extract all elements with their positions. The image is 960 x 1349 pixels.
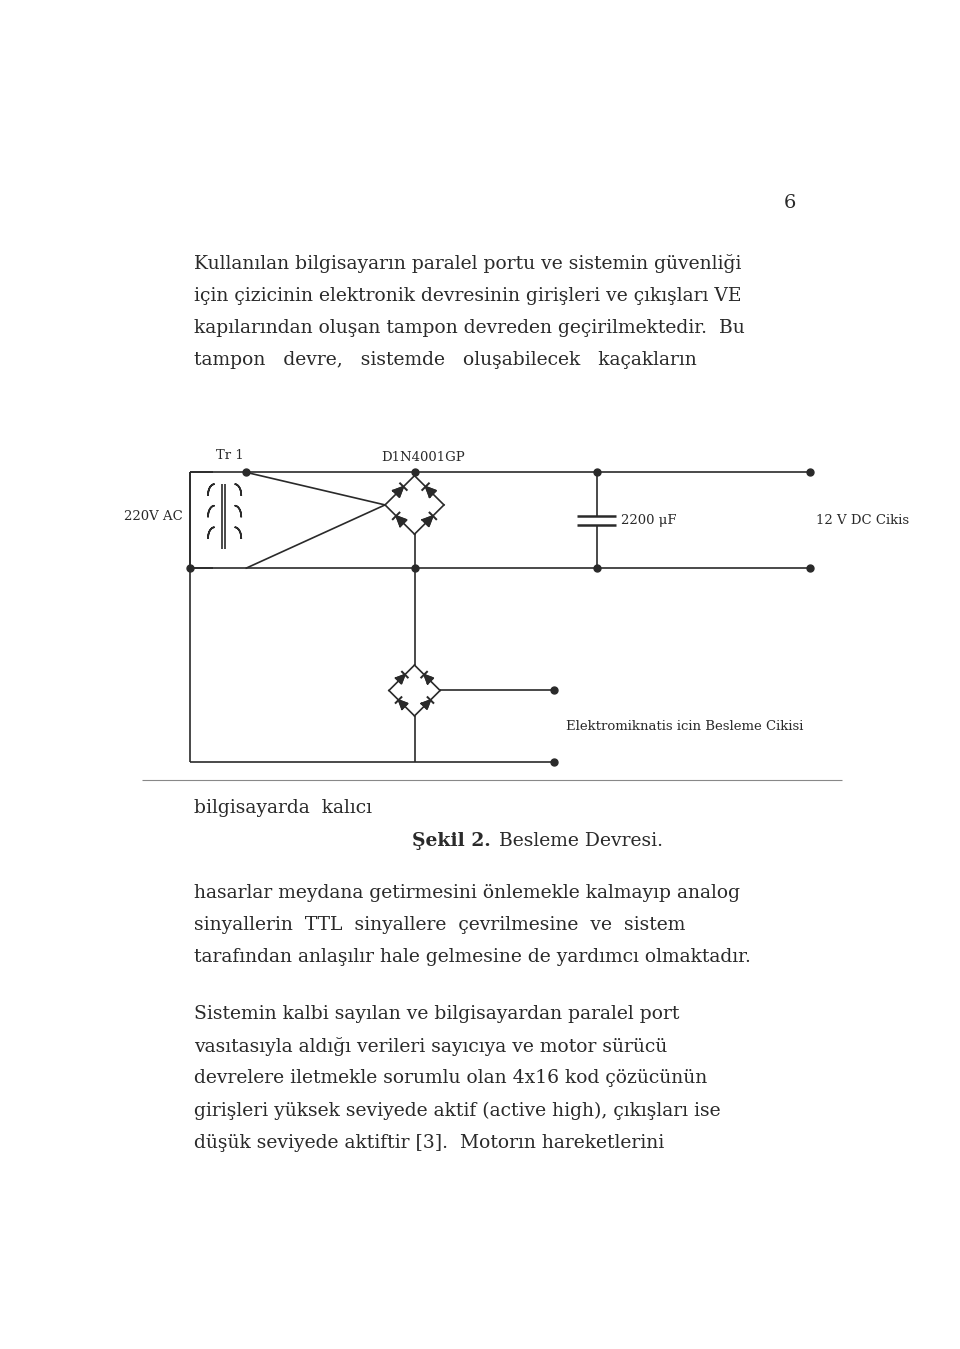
Text: devrelere iletmekle sorumlu olan 4x16 kod çözücünün: devrelere iletmekle sorumlu olan 4x16 ko…: [194, 1070, 707, 1087]
Text: girişleri yüksek seviyede aktif (active high), çıkışları ise: girişleri yüksek seviyede aktif (active …: [194, 1102, 720, 1120]
Text: 6: 6: [784, 194, 797, 212]
Text: 12 V DC Cikis: 12 V DC Cikis: [816, 514, 909, 527]
Text: Elektromiknatis icin Besleme Cikisi: Elektromiknatis icin Besleme Cikisi: [565, 720, 803, 733]
Polygon shape: [396, 674, 405, 684]
Polygon shape: [422, 515, 433, 526]
Text: düşük seviyede aktiftir [3].  Motorın hareketlerini: düşük seviyede aktiftir [3]. Motorın har…: [194, 1135, 664, 1152]
Polygon shape: [421, 700, 430, 710]
Text: kapılarından oluşan tampon devreden geçirilmektedir.  Bu: kapılarından oluşan tampon devreden geçi…: [194, 318, 744, 337]
Text: için çizicinin elektronik devresinin girişleri ve çıkışları VE: için çizicinin elektronik devresinin gir…: [194, 286, 741, 305]
Text: sinyallerin  TTL  sinyallere  çevrilmesine  ve  sistem: sinyallerin TTL sinyallere çevrilmesine …: [194, 916, 685, 934]
Text: tarafından anlaşılır hale gelmesine de yardımcı olmaktadır.: tarafından anlaşılır hale gelmesine de y…: [194, 948, 751, 966]
Text: bilgisayarda  kalıcı: bilgisayarda kalıcı: [194, 800, 372, 817]
Text: D1N4001GP: D1N4001GP: [381, 452, 465, 464]
Polygon shape: [425, 487, 436, 498]
Polygon shape: [398, 700, 408, 710]
Polygon shape: [396, 515, 407, 526]
Polygon shape: [424, 674, 433, 684]
Text: Tr 1: Tr 1: [216, 449, 244, 463]
Text: Sistemin kalbi sayılan ve bilgisayardan paralel port: Sistemin kalbi sayılan ve bilgisayardan …: [194, 1005, 679, 1023]
Text: 2200 μF: 2200 μF: [621, 514, 677, 527]
Text: Şekil 2.: Şekil 2.: [413, 832, 492, 850]
Text: vasıtasıyla aldığı verileri sayıcıya ve motor sürücü: vasıtasıyla aldığı verileri sayıcıya ve …: [194, 1037, 667, 1056]
Text: hasarlar meydana getirmesini önlemekle kalmayıp analog: hasarlar meydana getirmesini önlemekle k…: [194, 884, 739, 901]
Text: 220V AC: 220V AC: [124, 510, 182, 523]
Text: tampon   devre,   sistemde   oluşabilecek   kaçakların: tampon devre, sistemde oluşabilecek kaça…: [194, 351, 696, 370]
Polygon shape: [393, 487, 403, 498]
Text: Kullanılan bilgisayarın paralel portu ve sistemin güvenliği: Kullanılan bilgisayarın paralel portu ve…: [194, 254, 741, 274]
Text: Besleme Devresi.: Besleme Devresi.: [492, 832, 662, 850]
